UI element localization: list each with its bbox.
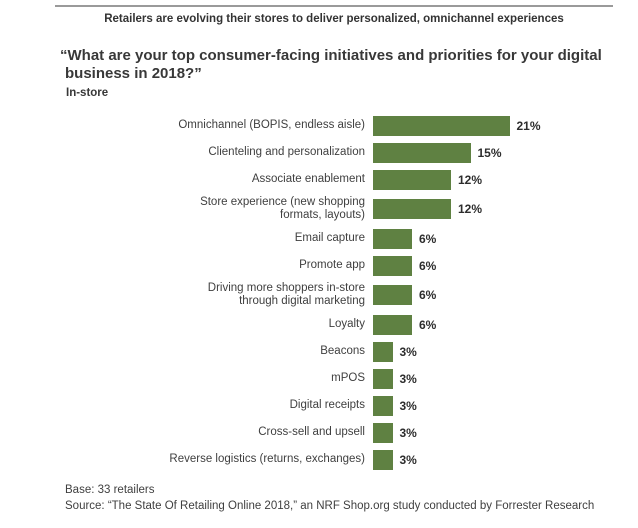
value-label: 3% — [399, 344, 417, 359]
bar — [373, 285, 412, 305]
category-label: Associate enablement — [251, 173, 365, 185]
value-label: 12% — [458, 172, 483, 187]
bar — [373, 228, 412, 249]
chart-row: Email capture 6% — [0, 225, 638, 252]
value-label: 6% — [419, 288, 437, 302]
category-label: Beacons — [320, 345, 365, 357]
category-label: Promote app — [299, 259, 365, 271]
value-label: 21% — [516, 118, 541, 133]
source-note: Source: “The State Of Retailing Online 2… — [65, 500, 595, 512]
chart-row: Omnichannel (BOPIS, endless aisle) 21% — [0, 112, 638, 139]
value-label: 3% — [399, 425, 417, 440]
value-label: 3% — [399, 452, 417, 467]
category-label: Reverse logistics (returns, exchanges) — [169, 453, 365, 465]
bar — [373, 449, 393, 470]
chart-row: Driving more shoppers in-store through d… — [0, 279, 638, 311]
category-label: Email capture — [294, 232, 365, 244]
chart-row: Reverse logistics (returns, exchanges) 3% — [0, 446, 638, 473]
bar — [373, 255, 412, 276]
value-label: 3% — [399, 371, 417, 386]
chart-row: Promote app 6% — [0, 252, 638, 279]
bar — [373, 395, 393, 416]
category-label: Store experience (new shopping formats, … — [200, 196, 365, 221]
value-label: 15% — [477, 145, 502, 160]
category-label: mPOS — [331, 372, 365, 384]
category-label: Driving more shoppers in-store through d… — [207, 282, 365, 307]
bar-area: 3% — [373, 449, 638, 470]
category-label: Loyalty — [328, 318, 365, 330]
bar — [373, 422, 393, 443]
value-label: 3% — [399, 398, 417, 413]
bar — [373, 169, 451, 190]
bar-area: 12% — [373, 199, 638, 219]
bar-area: 6% — [373, 285, 638, 305]
value-label: 6% — [419, 231, 437, 246]
chart-row: Cross-sell and upsell 3% — [0, 419, 638, 446]
bar — [373, 199, 451, 219]
bar — [373, 142, 471, 163]
bar-area: 3% — [373, 368, 638, 389]
bar-area: 6% — [373, 228, 638, 249]
footer: Base: 33 retailers Source: “The State Of… — [65, 482, 594, 514]
category-label: Digital receipts — [289, 399, 365, 411]
banner-text: Retailers are evolving their stores to d… — [104, 13, 564, 25]
value-label: 6% — [419, 258, 437, 273]
page-title: “What are your top consumer-facing initi… — [60, 47, 602, 82]
bar-chart: Omnichannel (BOPIS, endless aisle) 21% Cli… — [0, 112, 638, 473]
bar — [373, 341, 393, 362]
chart-subtitle: In-store — [66, 87, 109, 99]
bar — [373, 368, 393, 389]
chart-row: Digital receipts 3% — [0, 392, 638, 419]
value-label: 12% — [458, 202, 483, 216]
chart-row: Clienteling and personalization 15% — [0, 139, 638, 166]
category-label: Cross-sell and upsell — [258, 426, 365, 438]
bar-area: 6% — [373, 255, 638, 276]
category-label: Omnichannel (BOPIS, endless aisle) — [178, 119, 365, 131]
category-label: Clienteling and personalization — [208, 146, 365, 158]
chart-row: Beacons 3% — [0, 338, 638, 365]
bar-area: 3% — [373, 422, 638, 443]
base-note: Base: 33 retailers — [65, 484, 155, 496]
chart-row: Loyalty 6% — [0, 311, 638, 338]
bar-area: 3% — [373, 395, 638, 416]
bar — [373, 314, 412, 335]
bar-area: 3% — [373, 341, 638, 362]
bar-area: 15% — [373, 142, 638, 163]
chart-row: Associate enablement 12% — [0, 166, 638, 193]
chart-row: mPOS 3% — [0, 365, 638, 392]
bar-area: 6% — [373, 314, 638, 335]
bar-area: 21% — [373, 115, 638, 136]
bar-area: 12% — [373, 169, 638, 190]
value-label: 6% — [419, 317, 437, 332]
bar — [373, 115, 510, 136]
chart-row: Store experience (new shopping formats, … — [0, 193, 638, 225]
top-divider — [55, 5, 613, 7]
